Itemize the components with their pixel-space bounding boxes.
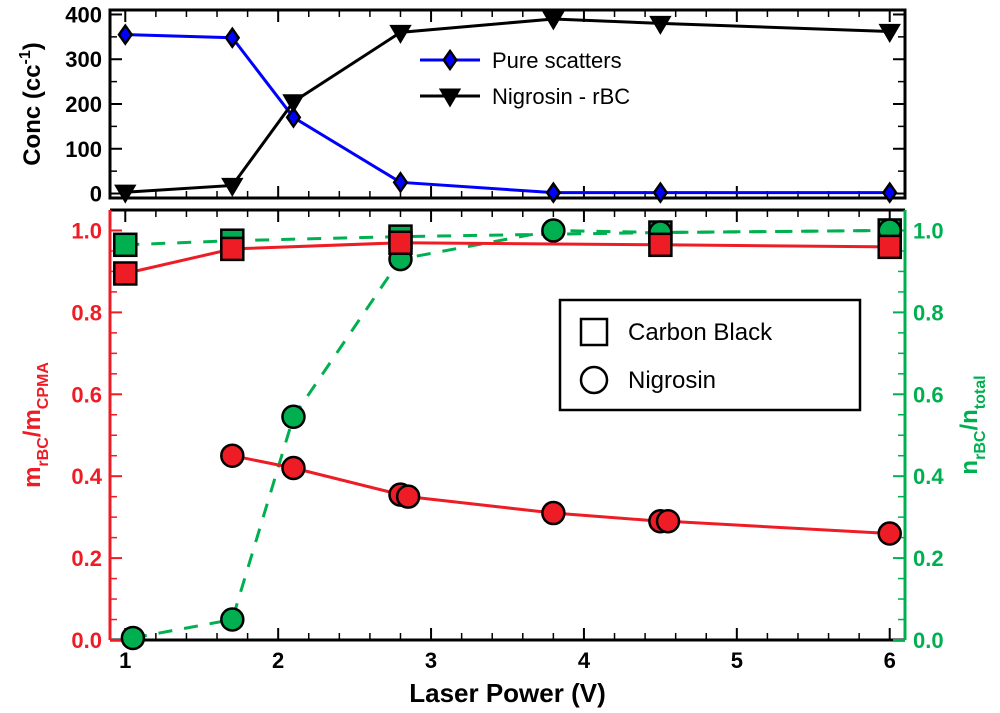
top-y-tick-label: 100	[65, 137, 102, 162]
x-tick-label: 6	[884, 648, 896, 673]
right-y-axis-label: nrBC/ntotal	[956, 375, 989, 474]
bottom-legend: Carbon Black Nigrosin	[560, 300, 860, 410]
legend-label: Pure scatters	[492, 48, 622, 73]
top-y-tick-label: 0	[90, 182, 102, 207]
legend-label: Nigrosin - rBC	[492, 84, 630, 109]
top-y-axis-label: Conc (cc-1)	[17, 42, 46, 166]
top-y-tick-label: 400	[65, 2, 102, 27]
right-y-tick-label: 0.8	[913, 300, 944, 325]
x-axis-label: Laser Power (V)	[409, 678, 606, 708]
top-legend: Pure scatters Nigrosin - rBC	[420, 48, 630, 109]
top-y-tick-label: 300	[65, 47, 102, 72]
legend-label: Nigrosin	[628, 367, 716, 394]
series-nig_num	[133, 230, 890, 637]
top-y-tick-label: 200	[65, 92, 102, 117]
left-y-axis-label: mrBC/mCPMA	[19, 362, 52, 488]
left-y-tick-label: 0.4	[71, 464, 102, 489]
legend-label: Carbon Black	[628, 319, 773, 346]
left-y-tick-label: 0.0	[71, 628, 102, 653]
x-tick-label: 3	[425, 648, 437, 673]
left-y-tick-label: 0.6	[71, 382, 102, 407]
left-y-tick-label: 0.8	[71, 300, 102, 325]
bottom-panel-series	[114, 219, 900, 648]
x-tick-label: 2	[272, 648, 284, 673]
right-y-tick-label: 0.4	[913, 464, 944, 489]
right-y-tick-label: 0.0	[913, 628, 944, 653]
right-y-tick-label: 0.6	[913, 382, 944, 407]
left-y-tick-label: 1.0	[71, 218, 102, 243]
chart-container: 1 2 3 4 5 6 Laser Power (V) 0 100 200 300 400 Conc (…	[0, 0, 1000, 713]
left-y-tick-label: 0.2	[71, 546, 102, 571]
x-tick-label: 5	[731, 648, 743, 673]
x-tick-label: 4	[578, 648, 591, 673]
right-y-tick-label: 0.2	[913, 546, 944, 571]
right-y-tick-label: 1.0	[913, 218, 944, 243]
x-tick-label: 1	[119, 648, 131, 673]
